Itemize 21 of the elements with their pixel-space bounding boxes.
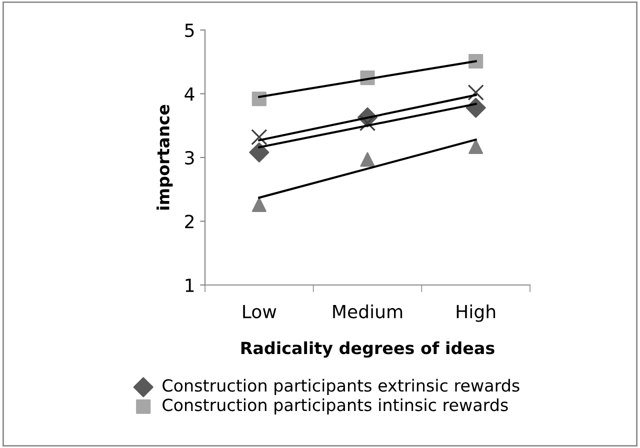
point	[252, 92, 266, 106]
point	[251, 128, 268, 146]
x-axis-title: Radicality degrees of ideas	[241, 341, 494, 358]
legend-label: Construction participants intinsic rewards	[162, 398, 508, 414]
point	[249, 142, 270, 162]
point	[466, 98, 486, 118]
point	[252, 197, 266, 212]
legend-label: Construction participants extrinsic rewards	[162, 378, 520, 395]
point	[468, 54, 484, 69]
y-tick-label: 4	[184, 87, 194, 101]
x-tick-label: Medium	[333, 304, 402, 318]
y-axis-title: importance	[156, 104, 173, 210]
y-tick-label: 1	[186, 278, 194, 292]
y-tick-label: 5	[185, 24, 194, 38]
x-tick-label: High	[456, 304, 496, 322]
y-tick-label: 3	[185, 150, 194, 165]
point	[468, 139, 484, 154]
x-tick-label: Low	[243, 305, 276, 318]
point	[468, 84, 484, 101]
point	[360, 152, 375, 167]
y-tick-label: 2	[185, 214, 194, 228]
